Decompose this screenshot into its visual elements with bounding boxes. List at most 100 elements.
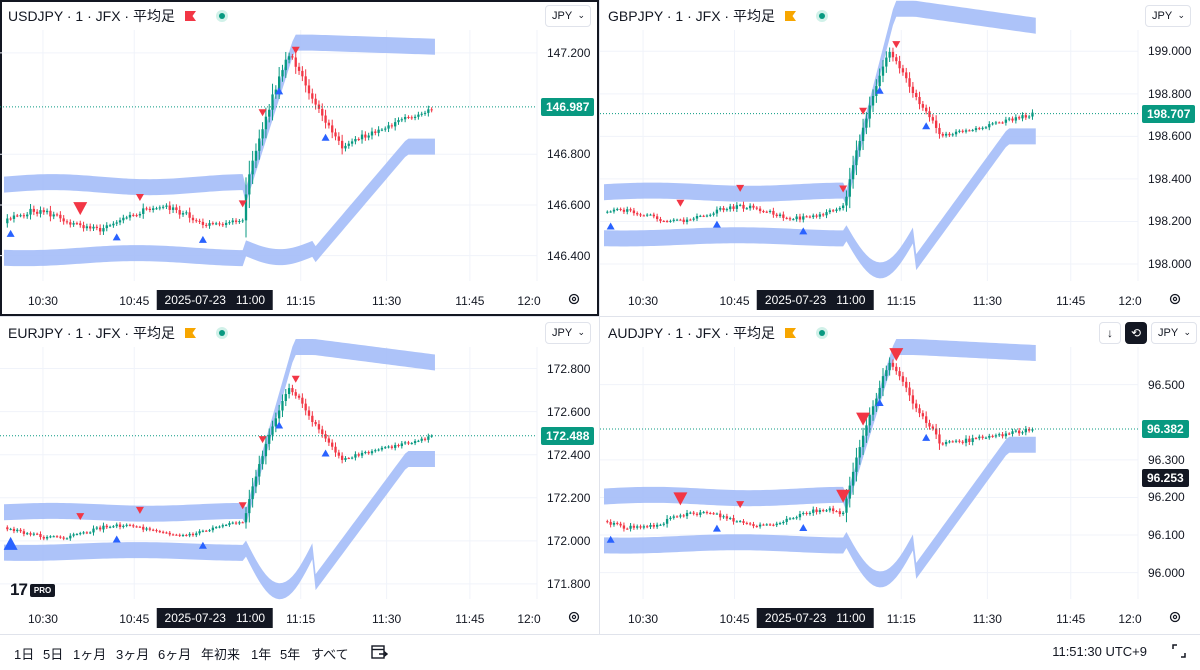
settings-gear-icon[interactable]: [567, 292, 581, 306]
pane-divider-vertical[interactable]: [599, 0, 600, 634]
candle-body: [1001, 122, 1004, 124]
candle-body: [629, 525, 632, 529]
candle-body: [695, 513, 699, 515]
candle-body: [739, 204, 742, 206]
price-chart[interactable]: [0, 317, 599, 634]
pro-badge: PRO: [29, 583, 56, 597]
flag-icon[interactable]: [785, 11, 796, 21]
flag-icon[interactable]: [184, 11, 196, 21]
candle-body: [364, 452, 367, 454]
candle-body: [268, 109, 271, 117]
sell-signal-marker: [676, 199, 685, 207]
settings-gear-icon[interactable]: [567, 610, 581, 624]
candle-body: [971, 130, 974, 132]
candle-body: [1027, 428, 1031, 431]
candle-body: [865, 425, 868, 436]
chart-pane-gbpjpy[interactable]: GBPJPY · 1 · JFX · 平均足 JPY ⌄ 199.000 198.8…: [600, 0, 1200, 316]
candle-body: [165, 532, 168, 534]
range-3m[interactable]: 3ヶ月: [116, 647, 150, 662]
candle-body: [148, 208, 152, 211]
chart-pane-eurjpy[interactable]: EURJPY · 1 · JFX · 平均足 JPY ⌄ 17 PRO 172.80…: [0, 317, 599, 634]
candle-body: [632, 210, 636, 214]
candle-body: [400, 119, 403, 121]
symbol-label[interactable]: EURJPY · 1 · JFX · 平均足: [8, 325, 175, 341]
buy-signal-marker: [6, 229, 15, 237]
time-axis-label: 11:15: [286, 294, 316, 308]
candle-body: [978, 128, 981, 130]
range-1d[interactable]: 1日: [14, 647, 35, 662]
symbol-legend[interactable]: GBPJPY · 1 · JFX · 平均足: [608, 6, 828, 26]
scroll-to-realtime-button[interactable]: ↓: [1099, 322, 1121, 344]
candle-body: [881, 376, 885, 388]
range-1m[interactable]: 1ヶ月: [73, 647, 107, 662]
settings-gear-icon[interactable]: [1168, 292, 1182, 306]
settings-gear-icon[interactable]: [1168, 610, 1182, 624]
symbol-label[interactable]: GBPJPY · 1 · JFX · 平均足: [608, 8, 775, 24]
currency-select[interactable]: JPY ⌄: [1151, 322, 1197, 344]
price-axis-label: 96.100: [1148, 528, 1185, 543]
currency-select[interactable]: JPY ⌄: [1145, 5, 1191, 27]
buy-signal-marker: [799, 227, 808, 235]
price-chart[interactable]: [600, 0, 1200, 316]
price-axis-label: 96.000: [1148, 565, 1185, 580]
candle-body: [855, 150, 858, 166]
candle-body: [762, 524, 765, 526]
candle-body: [1008, 433, 1011, 435]
price-chart[interactable]: [600, 317, 1200, 634]
candle-body: [1031, 429, 1034, 431]
sync-toggle-button[interactable]: ⟲: [1125, 322, 1147, 344]
range-5d[interactable]: 5日: [43, 647, 64, 662]
candle-body: [669, 517, 672, 519]
candle-body: [417, 114, 420, 117]
range-1y[interactable]: 1年: [251, 647, 272, 662]
candle-body: [380, 447, 384, 450]
clock-timezone[interactable]: 11:51:30 UTC+9: [1052, 644, 1147, 659]
candle-body: [132, 214, 135, 216]
currency-select[interactable]: JPY ⌄: [545, 5, 591, 27]
currency-label: JPY: [552, 327, 573, 339]
buy-signal-marker: [922, 122, 931, 130]
goto-date-icon[interactable]: [370, 643, 388, 661]
buy-signal-marker: [712, 524, 721, 532]
candle-body: [861, 435, 865, 448]
currency-select[interactable]: JPY ⌄: [545, 322, 591, 344]
candle-body: [719, 208, 722, 210]
chart-pane-usdjpy[interactable]: USDJPY · 1 · JFX · 平均足 JPY ⌄ 147.200 146.8…: [0, 0, 599, 316]
tradingview-logo[interactable]: 17 PRO: [10, 580, 56, 600]
gear-ring: [1169, 611, 1181, 623]
range-6m[interactable]: 6ヶ月: [158, 647, 192, 662]
range-all[interactable]: すべて: [311, 647, 349, 662]
candle-body: [685, 512, 689, 517]
candle-body: [271, 94, 274, 110]
flag-icon[interactable]: [784, 328, 796, 338]
symbol-label[interactable]: AUDJPY · 1 · JFX · 平均足: [608, 325, 775, 341]
candle-body: [752, 524, 755, 527]
buy-signal-marker: [112, 233, 121, 241]
upper-band: [4, 339, 435, 525]
candle-body: [948, 133, 951, 136]
candle-body: [211, 527, 215, 531]
candle-body: [105, 225, 108, 229]
range-5y[interactable]: 5年: [280, 647, 301, 662]
symbol-legend[interactable]: EURJPY · 1 · JFX · 平均足: [8, 323, 228, 343]
candle-body: [885, 57, 888, 67]
symbol-legend[interactable]: AUDJPY · 1 · JFX · 平均足: [608, 323, 828, 343]
buy-signal-marker: [198, 235, 207, 243]
expand-icon[interactable]: [1172, 644, 1186, 658]
pane-divider-horizontal[interactable]: [0, 316, 1200, 317]
symbol-label[interactable]: USDJPY · 1 · JFX · 平均足: [8, 8, 175, 24]
flag-icon[interactable]: [184, 328, 196, 338]
candle-body: [125, 524, 128, 526]
candle-body: [616, 208, 619, 210]
candle-body: [954, 131, 958, 135]
sell-signal-marker: [889, 348, 904, 362]
candle-body: [26, 214, 29, 217]
time-axis-label: 11:15: [886, 612, 916, 626]
chart-pane-audjpy[interactable]: AUDJPY · 1 · JFX · 平均足 ↓ ⟲ JPY ⌄ 96.500 96…: [600, 317, 1200, 634]
candle-body: [281, 70, 284, 77]
range-ytd[interactable]: 年初来: [201, 647, 241, 662]
price-axis-label: 171.800: [547, 576, 591, 591]
candle-body: [964, 130, 968, 132]
symbol-legend[interactable]: USDJPY · 1 · JFX · 平均足: [8, 6, 228, 26]
price-chart[interactable]: [0, 0, 599, 316]
